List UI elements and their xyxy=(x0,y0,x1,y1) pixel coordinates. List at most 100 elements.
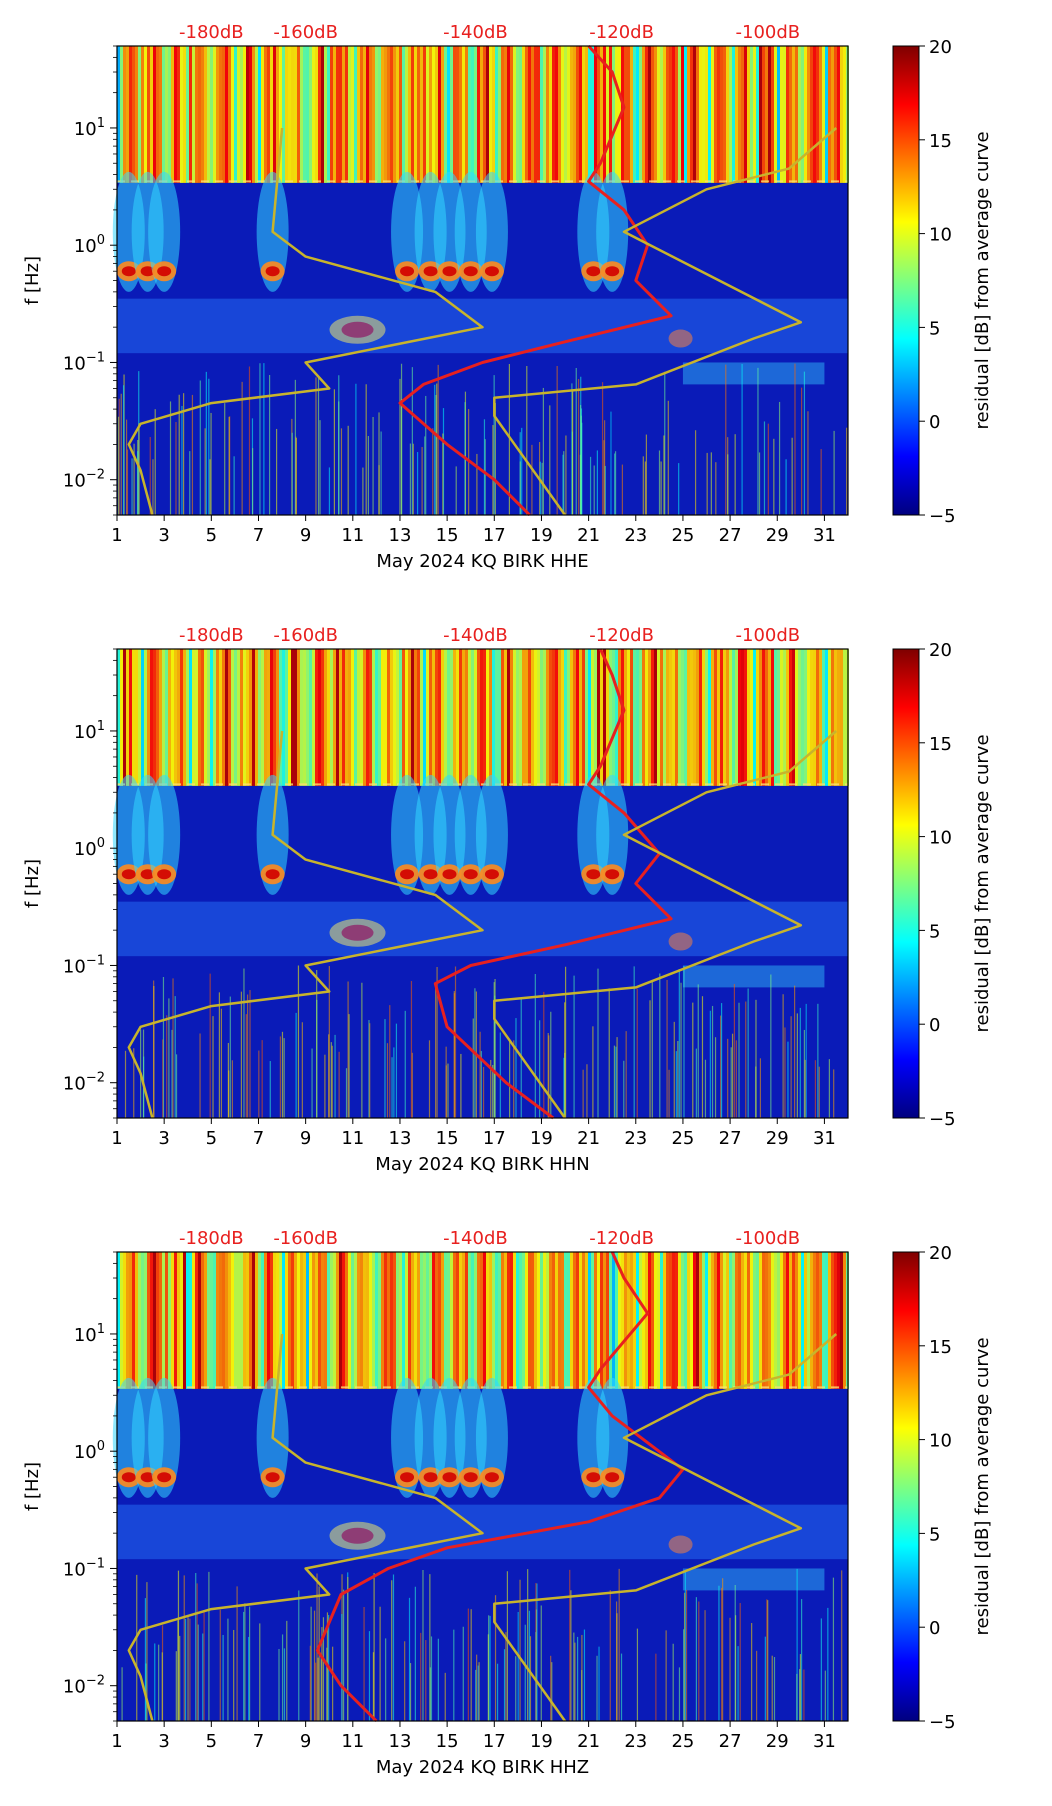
x-tick-label: 9 xyxy=(300,1128,311,1149)
colorbar-tick-label: −5 xyxy=(929,506,956,527)
nlnm-curve xyxy=(127,730,484,1119)
x-tick-label: 29 xyxy=(766,525,789,546)
nlnm-curve xyxy=(127,127,484,516)
y-tick-label: 10−1 xyxy=(63,1556,105,1580)
x-tick-label: 27 xyxy=(719,525,742,546)
top-db-label: -120dB xyxy=(589,1228,654,1249)
y-tick-label: 10−2 xyxy=(63,1674,105,1698)
colorbar-gradient xyxy=(892,648,920,1119)
noise-curve xyxy=(315,1251,685,1723)
colorbar-tick-label: 0 xyxy=(929,1618,940,1639)
y-tick-label: 10−2 xyxy=(63,1071,105,1095)
x-tick-label: 31 xyxy=(813,1128,836,1149)
colorbar-tick-label: −5 xyxy=(929,1109,956,1130)
x-tick-label: 21 xyxy=(577,1731,600,1752)
curves xyxy=(127,44,838,517)
colorbar-tick-label: 20 xyxy=(929,37,952,58)
top-db-label: -100dB xyxy=(736,22,801,43)
top-db-label: -140dB xyxy=(443,625,508,646)
x-tick-label: 5 xyxy=(206,1128,217,1149)
x-tick-label: 19 xyxy=(530,1731,553,1752)
x-tick-label: 21 xyxy=(577,1128,600,1149)
y-tick-label: 101 xyxy=(74,116,105,140)
noise-curve xyxy=(433,648,673,1120)
x-tick-label: 27 xyxy=(719,1128,742,1149)
colorbar-label: residual [dB] from average curve xyxy=(972,734,993,1032)
x-tick-label: 17 xyxy=(483,1128,506,1149)
curves xyxy=(127,648,838,1120)
x-tick-label: 3 xyxy=(158,525,169,546)
x-tick-label: 31 xyxy=(813,525,836,546)
x-tick-label: 19 xyxy=(530,1128,553,1149)
y-axis-label: f [Hz] xyxy=(22,1462,43,1511)
x-tick-label: 5 xyxy=(206,525,217,546)
x-tick-label: 11 xyxy=(341,1128,364,1149)
x-axis-label: May 2024 KQ BIRK HHN xyxy=(375,1154,589,1175)
nhnm-curve xyxy=(493,730,838,1119)
y-axis-label: f [Hz] xyxy=(22,256,43,305)
x-tick-label: 13 xyxy=(389,525,412,546)
x-tick-label: 5 xyxy=(206,1731,217,1752)
y-tick-label: 100 xyxy=(74,836,105,860)
x-tick-label: 13 xyxy=(389,1731,412,1752)
x-tick-label: 13 xyxy=(389,1128,412,1149)
colorbar-gradient xyxy=(892,1251,920,1722)
colorbar-tick-label: −5 xyxy=(929,1712,956,1733)
colorbar-tick-label: 20 xyxy=(929,640,952,661)
hf-streaks xyxy=(117,649,849,786)
x-tick-label: 25 xyxy=(671,1128,694,1149)
colorbar-tick-label: 10 xyxy=(929,828,952,849)
colorbar-tick-label: 20 xyxy=(929,1243,952,1264)
colorbar-tick-label: 15 xyxy=(929,734,952,755)
top-db-label: -120dB xyxy=(589,625,654,646)
nhnm-curve xyxy=(493,127,838,516)
nhnm-curve xyxy=(493,1333,838,1722)
x-tick-label: 25 xyxy=(671,525,694,546)
colorbar-label: residual [dB] from average curve xyxy=(972,131,993,429)
colorbar-tick-label: 5 xyxy=(929,1524,940,1545)
y-tick-label: 10−1 xyxy=(63,953,105,977)
x-tick-label: 11 xyxy=(341,1731,364,1752)
curves xyxy=(127,1251,838,1723)
nlnm-curve xyxy=(127,1333,484,1722)
x-tick-label: 3 xyxy=(158,1731,169,1752)
x-tick-label: 9 xyxy=(300,525,311,546)
top-db-label: -180dB xyxy=(179,1228,244,1249)
x-tick-label: 29 xyxy=(766,1731,789,1752)
x-axis-label: May 2024 KQ BIRK HHZ xyxy=(376,1757,589,1778)
y-axis-label: f [Hz] xyxy=(22,859,43,908)
x-tick-label: 23 xyxy=(624,1128,647,1149)
top-db-label: -180dB xyxy=(179,22,244,43)
top-db-label: -140dB xyxy=(443,1228,508,1249)
y-tick-label: 101 xyxy=(74,1322,105,1346)
y-tick-label: 100 xyxy=(74,1439,105,1463)
y-tick-label: 10−2 xyxy=(63,468,105,492)
colorbar-tick-label: 0 xyxy=(929,412,940,433)
x-tick-label: 15 xyxy=(436,1731,459,1752)
y-tick-label: 10−1 xyxy=(63,350,105,374)
hf-streaks xyxy=(117,1252,849,1389)
x-tick-label: 9 xyxy=(300,1731,311,1752)
x-tick-label: 1 xyxy=(111,1731,122,1752)
x-axis-label: May 2024 KQ BIRK HHE xyxy=(376,551,588,572)
x-tick-label: 29 xyxy=(766,1128,789,1149)
x-tick-label: 7 xyxy=(253,1731,264,1752)
y-tick-label: 101 xyxy=(74,719,105,743)
x-tick-label: 7 xyxy=(253,525,264,546)
x-tick-label: 25 xyxy=(671,1731,694,1752)
colorbar-tick-label: 5 xyxy=(929,921,940,942)
x-tick-label: 7 xyxy=(253,1128,264,1149)
x-tick-label: 17 xyxy=(483,525,506,546)
microseism-blobs xyxy=(112,774,848,988)
top-db-label: -100dB xyxy=(736,1228,801,1249)
x-tick-label: 19 xyxy=(530,525,553,546)
x-tick-label: 3 xyxy=(158,1128,169,1149)
lf-spikes xyxy=(124,965,835,1118)
top-db-label: -160dB xyxy=(273,1228,338,1249)
x-tick-label: 23 xyxy=(624,1731,647,1752)
x-tick-label: 31 xyxy=(813,1731,836,1752)
